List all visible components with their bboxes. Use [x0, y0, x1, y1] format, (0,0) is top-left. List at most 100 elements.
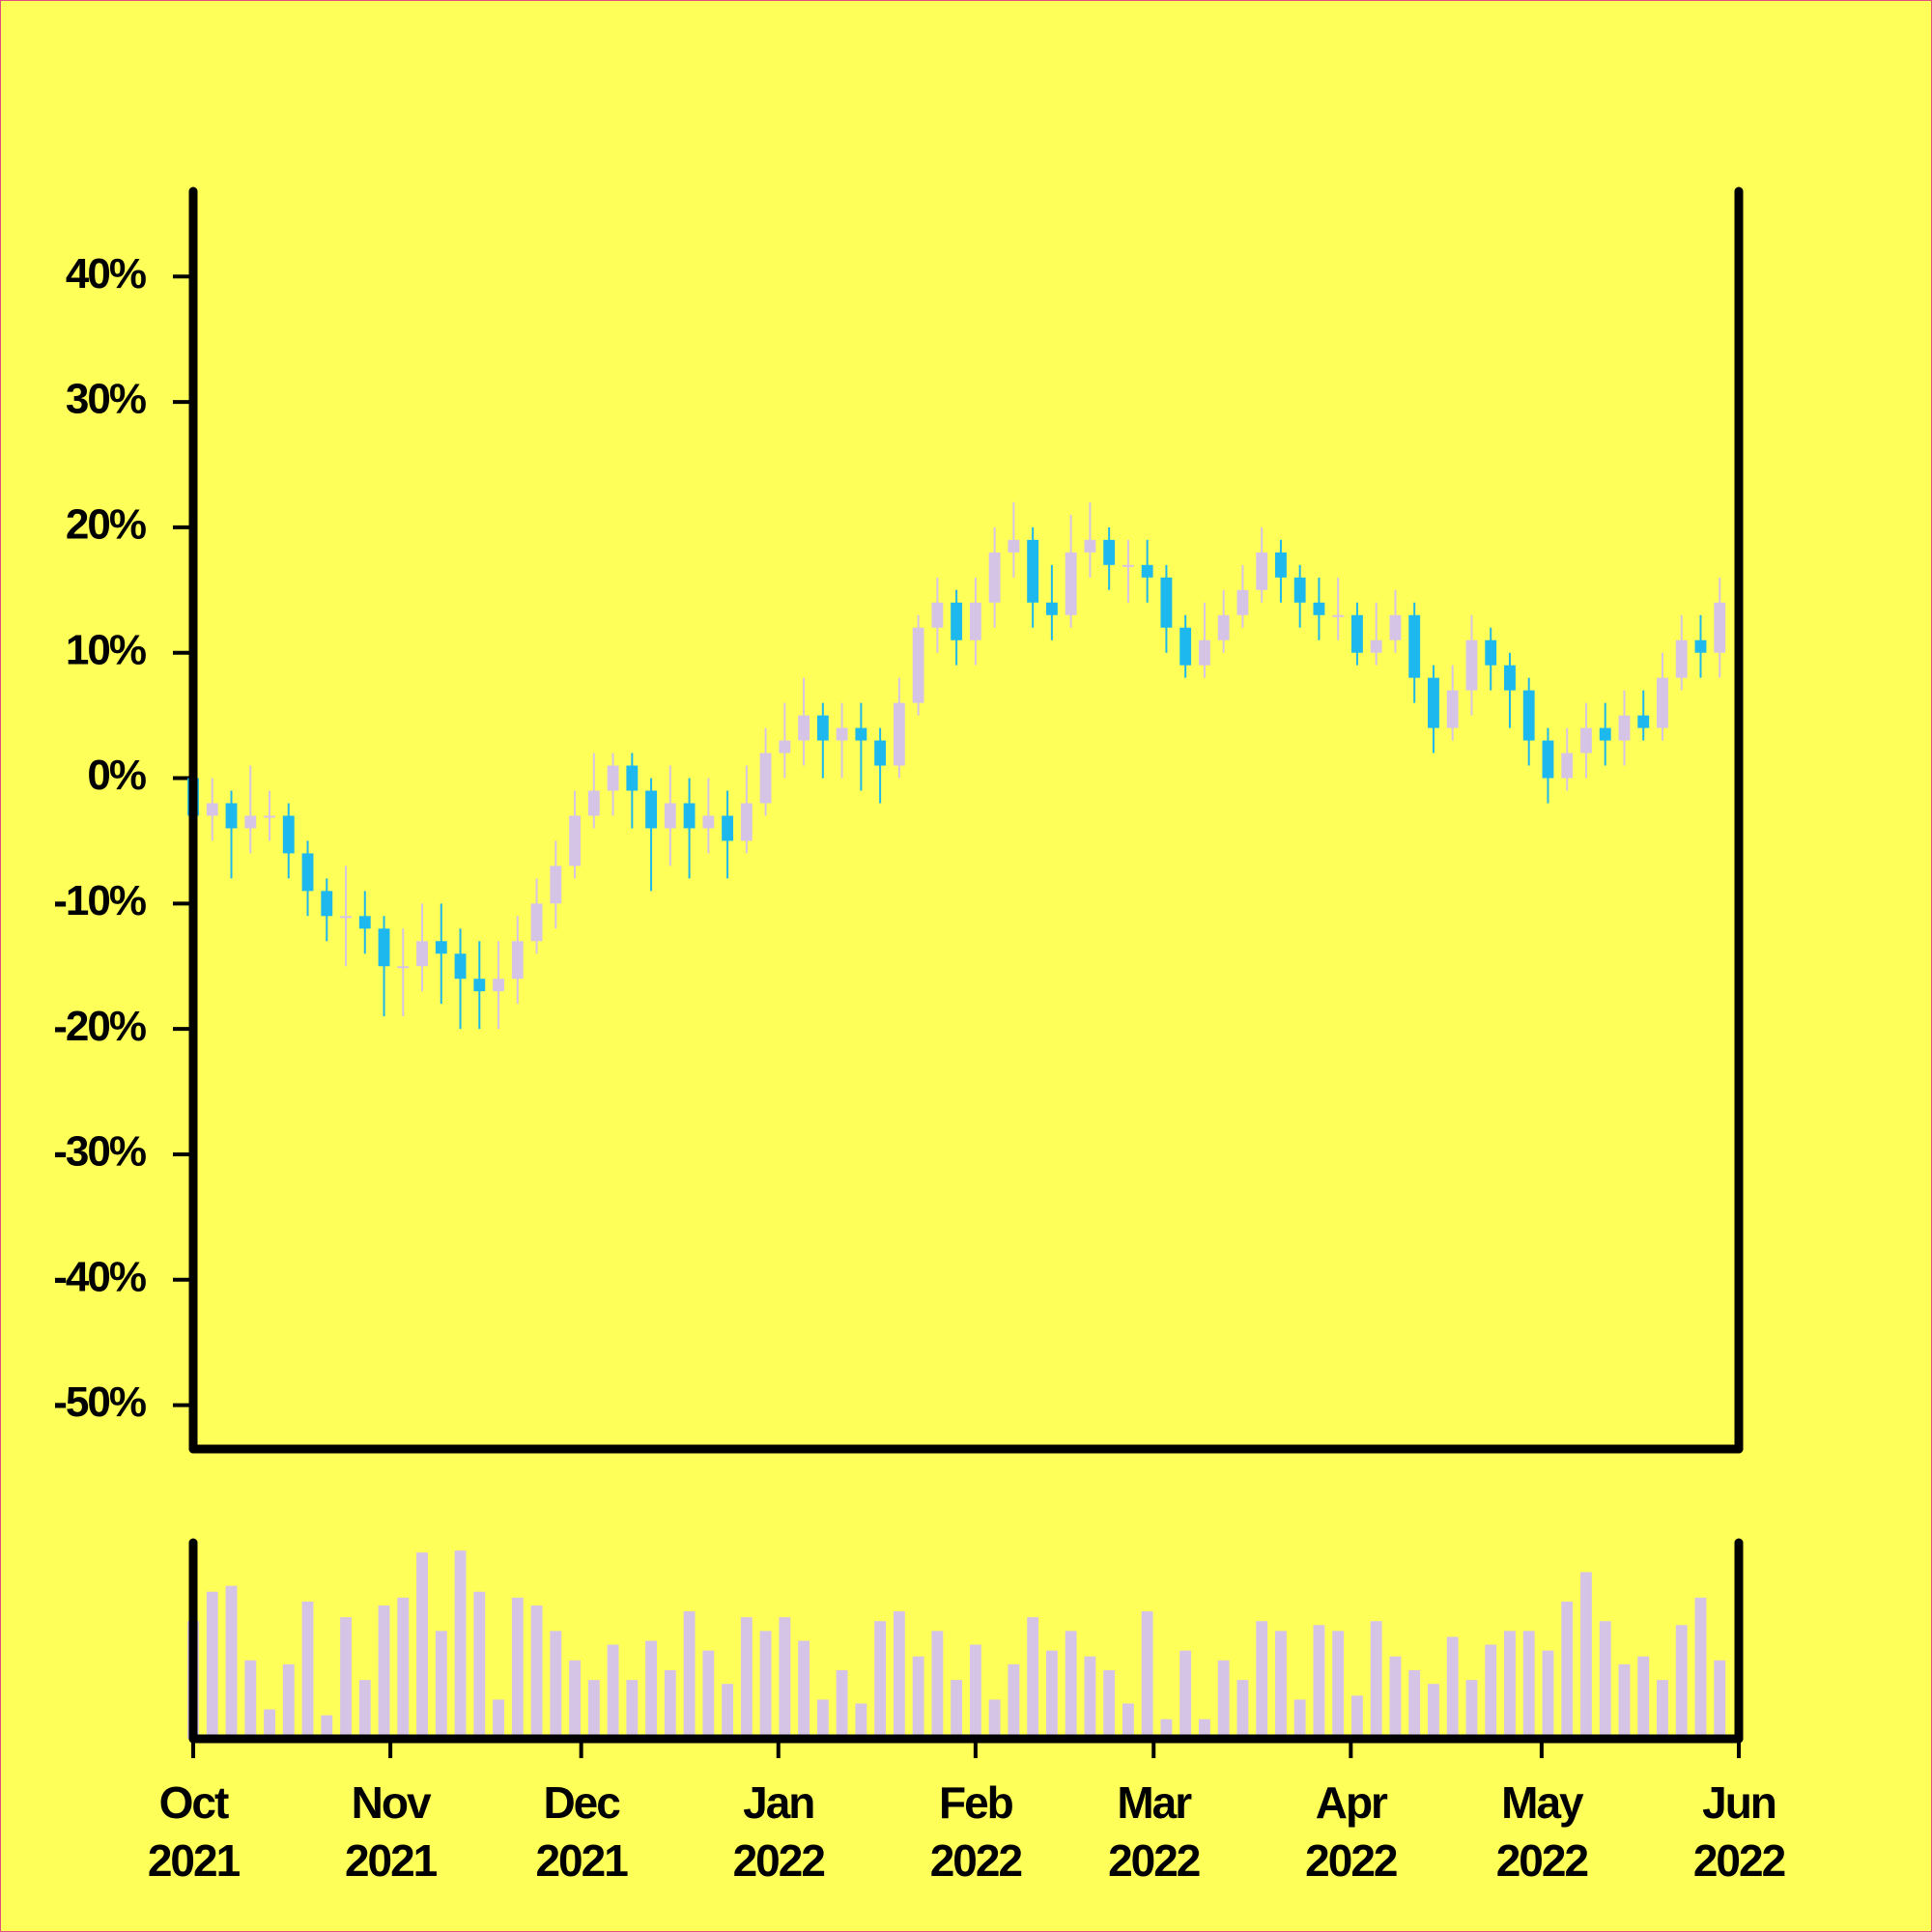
- candle-body: [1236, 589, 1249, 615]
- volume-bar: [836, 1669, 848, 1739]
- candle-body: [244, 815, 257, 829]
- volume-bar: [264, 1709, 275, 1739]
- volume-bar: [1637, 1656, 1650, 1739]
- volume-bar: [282, 1663, 295, 1739]
- volume-bar: [225, 1585, 238, 1739]
- volume-bar: [340, 1617, 352, 1739]
- volume-bar: [511, 1597, 524, 1739]
- volume-bar: [1408, 1669, 1421, 1739]
- x-tick-label: May 2022: [1495, 1777, 1589, 1886]
- candle-body: [1714, 602, 1726, 653]
- volume-bar: [358, 1680, 371, 1739]
- volume-bar: [1103, 1669, 1116, 1739]
- volume-bar: [397, 1597, 410, 1739]
- y-tick-label: -10%: [53, 877, 146, 924]
- y-tick-label: -20%: [53, 1003, 146, 1050]
- volume-bar: [473, 1591, 486, 1739]
- volume-bar: [740, 1617, 753, 1739]
- candle-body: [1198, 639, 1210, 666]
- y-tick-label: 10%: [66, 626, 146, 673]
- candle-body: [416, 941, 428, 967]
- candle-body: [358, 916, 371, 929]
- volume-bar: [1313, 1625, 1325, 1739]
- candle-body: [759, 753, 772, 804]
- candle-body: [301, 853, 314, 892]
- candle-body: [1580, 727, 1592, 753]
- candle-body: [988, 552, 1001, 603]
- volume-bar: [493, 1699, 504, 1739]
- candle-body: [1618, 715, 1631, 741]
- x-tick-label: Jun 2022: [1692, 1777, 1786, 1886]
- x-tick-label: Feb 2022: [929, 1777, 1023, 1886]
- candle-body: [1293, 577, 1306, 603]
- volume-bar: [1332, 1631, 1345, 1739]
- y-tick-label: -50%: [53, 1378, 146, 1426]
- candle-body: [225, 803, 238, 829]
- volume-bar: [206, 1591, 218, 1739]
- volume-bar: [702, 1650, 715, 1739]
- volume-bar: [301, 1601, 314, 1739]
- candle-body: [836, 727, 848, 741]
- volume-bar: [1084, 1656, 1096, 1739]
- volume-bar: [1465, 1680, 1478, 1739]
- volume-bar: [1008, 1663, 1020, 1739]
- volume-bar: [1275, 1631, 1287, 1739]
- volume-bar: [416, 1552, 428, 1739]
- candle-body: [951, 602, 963, 640]
- x-tick-label: Apr 2022: [1305, 1777, 1398, 1886]
- volume-bar: [1351, 1695, 1363, 1739]
- candle-body: [645, 790, 657, 829]
- candle-body: [1141, 564, 1153, 578]
- candle-body: [1103, 539, 1116, 565]
- x-tick-label: Dec 2021: [535, 1777, 628, 1886]
- volume-bar: [1141, 1611, 1153, 1739]
- candle-body: [740, 803, 753, 841]
- candle-body: [1256, 552, 1268, 590]
- volume-bar: [1657, 1680, 1668, 1739]
- volume-bar: [988, 1699, 1001, 1739]
- volume-bar: [855, 1703, 867, 1739]
- candle-body: [1485, 639, 1497, 666]
- candle-body: [1675, 639, 1688, 678]
- candle-body: [1599, 727, 1611, 741]
- candle-body: [1465, 639, 1478, 691]
- y-tick-label: 30%: [66, 376, 146, 423]
- x-tick-label: Nov 2021: [344, 1777, 438, 1886]
- candle-body: [1179, 627, 1192, 666]
- volume-bar: [378, 1605, 390, 1739]
- volume-bar: [1217, 1660, 1230, 1739]
- volume-bar: [1065, 1631, 1077, 1739]
- candle-body: [816, 715, 829, 741]
- candle-body: [282, 815, 295, 854]
- volume-bar: [1179, 1650, 1192, 1739]
- volume-bar: [1522, 1631, 1535, 1739]
- candle-body: [1522, 690, 1535, 741]
- candle-body: [1122, 564, 1134, 567]
- volume-bar: [1045, 1650, 1058, 1739]
- candle-body: [340, 916, 352, 919]
- candle-body: [264, 815, 275, 818]
- candle-body: [550, 866, 562, 904]
- candle-body: [587, 790, 600, 816]
- volume-bar: [530, 1605, 543, 1739]
- volume-bar: [1446, 1636, 1459, 1739]
- candle-body: [1027, 539, 1039, 603]
- volume-bar: [550, 1631, 562, 1739]
- volume-bar: [1485, 1644, 1497, 1739]
- volume-bar: [1198, 1719, 1210, 1739]
- candle-body: [1217, 614, 1230, 640]
- volume-bar: [1504, 1631, 1516, 1739]
- volume-bar: [321, 1715, 333, 1739]
- x-tick-label: Mar 2022: [1108, 1777, 1201, 1886]
- volume-bar: [1389, 1656, 1402, 1739]
- volume-bar: [893, 1611, 905, 1739]
- candle-body: [1065, 552, 1077, 615]
- volume-bar: [798, 1640, 810, 1739]
- candle-body: [607, 765, 619, 791]
- candle-body: [664, 803, 676, 829]
- candle-body: [1657, 677, 1668, 728]
- candle-body: [1332, 614, 1345, 617]
- volume-bar: [626, 1680, 639, 1739]
- candle-body: [1313, 602, 1325, 615]
